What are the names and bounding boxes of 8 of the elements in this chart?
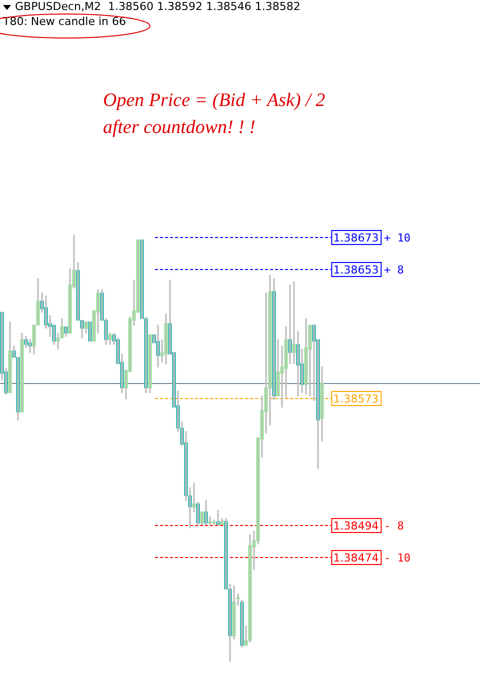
ref-line-label: 1.38573 [333, 392, 379, 406]
ref-line-label: 1.38673 + 10 [333, 231, 410, 244]
ref-line-label: 1.38494 - 8 [333, 519, 404, 532]
annotation: Open Price = (Bid + Ask) / 2 [103, 90, 326, 112]
chart-title: GBPUSDecn,M2 1.38560 1.38592 1.38546 1.38582 [15, 0, 300, 13]
ref-line-label: 1.38653 + 8 [333, 263, 404, 276]
ref-line-label: 1.38474 - 10 [333, 551, 410, 564]
annotation: after countdown! ! ! [103, 117, 256, 139]
